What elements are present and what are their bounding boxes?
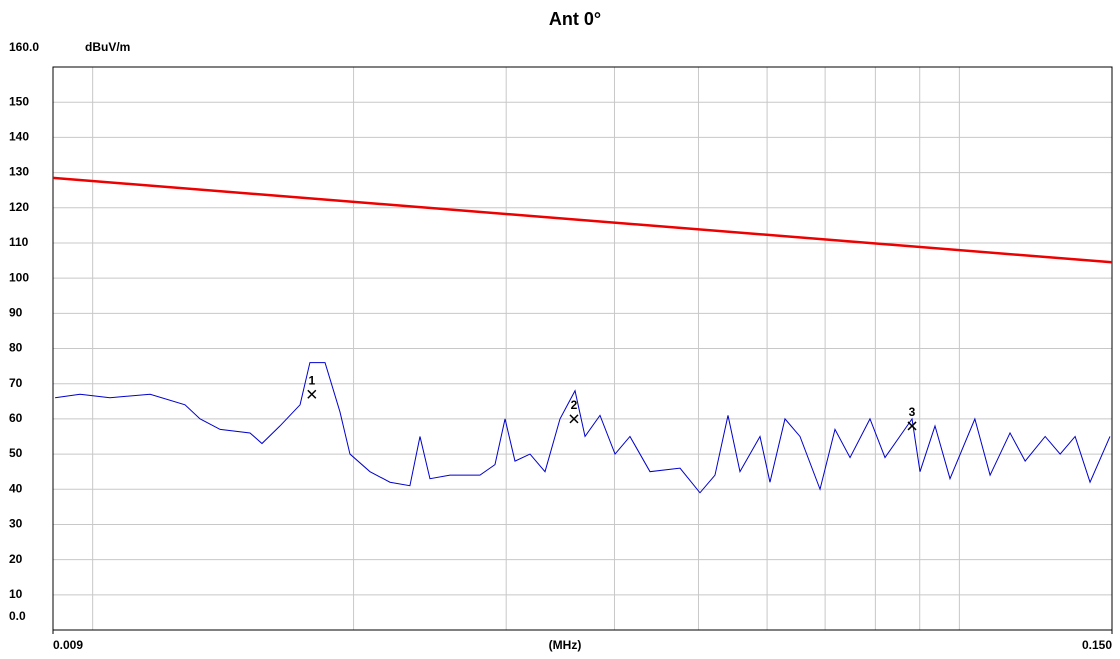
y-tick-label: 30: [9, 517, 23, 531]
marker: [307, 389, 317, 399]
y-tick-label: 0.0: [9, 609, 26, 623]
y-tick-label: 10: [9, 587, 23, 601]
marker: [907, 421, 917, 431]
y-tick-label: 50: [9, 446, 23, 460]
data-line: [55, 362, 1111, 494]
y-tick-label: 110: [9, 235, 29, 249]
y-tick-label: 70: [9, 376, 23, 390]
y-tick-label: 60: [9, 411, 23, 425]
y-tick-label: 130: [9, 165, 29, 179]
y-tick-label: 20: [9, 552, 23, 566]
y-tick-label: 150: [9, 94, 29, 108]
y-tick-label: 100: [9, 270, 29, 284]
x-tick-label: 0.009: [53, 638, 83, 652]
x-axis-label: (MHz): [549, 638, 582, 652]
y-tick-label: 160.0: [9, 40, 39, 54]
y-tick-label: 80: [9, 341, 23, 355]
y-unit: dBuV/m: [85, 40, 130, 54]
chart-title: Ant 0°: [549, 9, 601, 29]
marker-label: 2: [571, 398, 578, 412]
marker-label: 3: [909, 405, 916, 419]
marker: [569, 414, 579, 424]
y-tick-label: 140: [9, 130, 29, 144]
y-tick-label: 90: [9, 305, 23, 319]
y-tick-label: 120: [9, 200, 29, 214]
x-tick-label: 0.150: [1082, 638, 1112, 652]
plot-border: [52, 66, 1113, 631]
data-line: [52, 176, 1113, 264]
y-tick-label: 40: [9, 481, 23, 495]
marker-label: 1: [308, 373, 315, 387]
